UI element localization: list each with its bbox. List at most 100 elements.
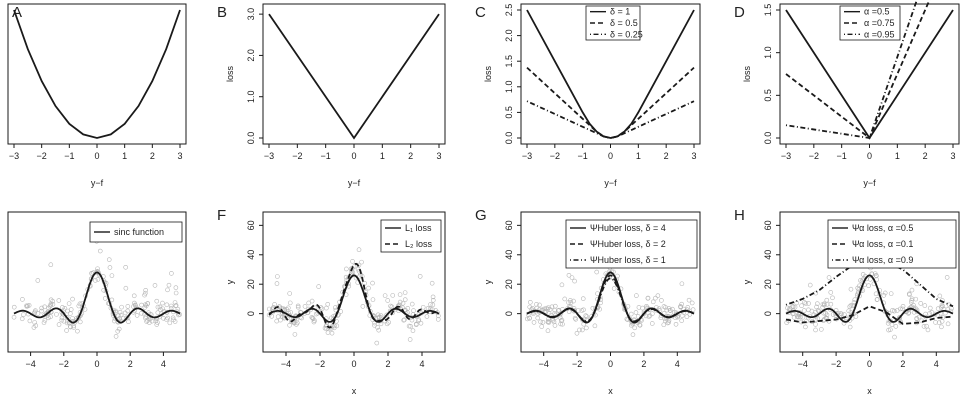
panel-letter-G: G (475, 207, 487, 224)
data-point (123, 264, 128, 270)
legend-box (380, 219, 442, 253)
data-point (312, 318, 317, 323)
data-point (882, 290, 888, 296)
data-point (924, 323, 929, 329)
data-point (278, 317, 283, 323)
data-point (801, 308, 807, 313)
data-point (154, 298, 160, 304)
data-point (95, 266, 100, 272)
y-axis-label: y (483, 279, 493, 284)
data-point (429, 280, 435, 286)
data-point (395, 303, 401, 309)
series-line (268, 13, 440, 140)
y-tick-label: 3.0 (246, 8, 256, 21)
panel-letter-B: B (217, 4, 227, 21)
x-tick-label: 4 (675, 359, 680, 369)
data-point (944, 275, 950, 280)
data-point (798, 314, 803, 320)
series-line (526, 66, 695, 139)
data-point (316, 284, 321, 289)
data-point (397, 299, 403, 305)
data-point (410, 328, 416, 333)
data-point (372, 323, 377, 328)
legend: α =0.5α =0.75α =0.95 (839, 5, 901, 41)
data-point (309, 298, 315, 304)
x-tick-label: 0 (867, 359, 872, 369)
data-point (867, 277, 873, 282)
data-point (802, 300, 807, 305)
x-axis-label: y−f (348, 178, 361, 188)
data-point (66, 301, 72, 306)
legend-label: ΨHuber loss, δ = 1 (590, 255, 666, 265)
data-point (11, 314, 17, 320)
data-point (874, 297, 880, 302)
data-point (539, 324, 545, 329)
x-tick-label: 2 (385, 359, 390, 369)
data-point (809, 308, 815, 314)
data-point (821, 317, 827, 322)
data-point (540, 319, 546, 325)
data-point (295, 303, 301, 309)
data-point (172, 319, 178, 324)
data-point (888, 327, 893, 332)
data-point (35, 311, 41, 316)
data-point (923, 311, 928, 317)
data-point (568, 298, 573, 303)
legend-label: δ = 1 (610, 7, 630, 17)
y-tick-label: 40 (763, 250, 773, 260)
data-point (332, 323, 337, 329)
data-point (628, 311, 634, 317)
data-point (370, 297, 376, 302)
data-point (666, 318, 672, 323)
data-point (800, 314, 806, 320)
data-point (173, 303, 179, 308)
data-point (64, 320, 70, 326)
data-point (154, 322, 160, 327)
data-point (131, 293, 137, 299)
x-tick-label: 0 (608, 359, 613, 369)
data-point (927, 311, 932, 316)
data-point (939, 324, 944, 330)
data-point (324, 305, 329, 311)
data-point (167, 320, 173, 326)
y-tick-label: 40 (246, 250, 256, 260)
data-point (56, 298, 62, 303)
data-point (572, 315, 578, 321)
data-point (50, 301, 56, 307)
data-point (571, 298, 576, 304)
x-tick-label: 2 (900, 359, 905, 369)
data-point (592, 323, 598, 329)
data-point (911, 302, 916, 308)
x-tick-label: 1 (122, 151, 127, 161)
data-point (637, 322, 643, 328)
series-line (785, 0, 918, 140)
data-point (633, 310, 639, 315)
legend-label: sinc function (114, 227, 164, 237)
data-point (173, 303, 178, 309)
data-point (143, 290, 148, 296)
data-point (424, 314, 430, 319)
data-point (409, 317, 415, 323)
data-point (574, 330, 580, 336)
legend-label: L₂ loss (405, 239, 433, 249)
data-point (552, 307, 558, 313)
data-point (82, 307, 88, 312)
data-point (171, 317, 176, 323)
panel-A: A −3 −2 −1 0 1 2 3 y−f (7, 3, 187, 188)
y-tick-label: 20 (246, 279, 256, 289)
x-tick-label: 1 (380, 151, 385, 161)
y-tick-label: 40 (504, 250, 514, 260)
data-point (165, 315, 171, 321)
x-tick-label: 2 (150, 151, 155, 161)
x-tick-label: −2 (550, 151, 560, 161)
data-point (546, 305, 551, 310)
data-point (350, 270, 356, 275)
data-point (384, 312, 389, 318)
data-point (847, 324, 853, 330)
data-point (117, 316, 122, 322)
data-point (382, 293, 388, 298)
data-point (360, 304, 366, 309)
data-point (428, 302, 433, 307)
y-axis-label: loss (483, 66, 493, 83)
